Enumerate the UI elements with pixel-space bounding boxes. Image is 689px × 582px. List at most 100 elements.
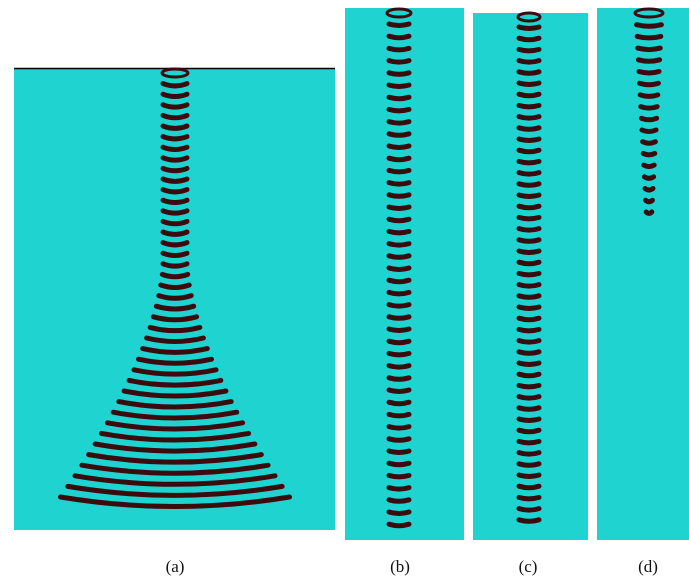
wave-band xyxy=(519,27,539,29)
wave-band xyxy=(389,73,409,75)
wave-band xyxy=(389,122,409,124)
panel-label: (d) xyxy=(638,557,658,576)
panel-label: (c) xyxy=(519,557,538,576)
wave-band xyxy=(519,161,539,163)
wave-band xyxy=(163,264,187,266)
wave-band xyxy=(389,439,409,441)
wave-band xyxy=(389,109,409,111)
wave-band xyxy=(519,408,539,410)
wave-band xyxy=(643,153,655,155)
wave-band xyxy=(519,83,539,85)
wave-band xyxy=(640,95,658,97)
wave-band xyxy=(389,524,409,526)
wave-band xyxy=(641,107,657,109)
wave-band xyxy=(162,274,187,276)
wave-band xyxy=(389,451,409,453)
wave-band xyxy=(519,296,539,298)
wave-band xyxy=(519,285,539,287)
wave-band xyxy=(638,60,659,62)
wave-band xyxy=(519,262,539,264)
wave-band xyxy=(519,195,539,197)
wave-band xyxy=(163,221,187,223)
wave-band xyxy=(519,206,539,208)
wave-band xyxy=(519,240,539,242)
wave-band xyxy=(519,217,539,219)
wave-band xyxy=(389,183,409,185)
wave-band xyxy=(163,179,187,181)
panel-d xyxy=(597,8,689,540)
wave-band xyxy=(519,453,539,455)
wave-band xyxy=(519,385,539,387)
wave-band xyxy=(389,36,409,38)
wave-band xyxy=(519,475,539,477)
wave-band xyxy=(389,24,409,26)
wave-band xyxy=(389,207,409,209)
wave-band xyxy=(389,475,409,477)
wave-band xyxy=(389,366,409,368)
wave-band xyxy=(389,256,409,257)
wave-band xyxy=(163,200,187,202)
wave-band xyxy=(643,142,656,144)
wave-band xyxy=(389,244,409,246)
wave-band xyxy=(163,232,187,234)
wave-band xyxy=(519,419,539,421)
wave-band xyxy=(639,72,659,74)
panel-label: (b) xyxy=(390,557,410,576)
wave-band xyxy=(389,268,409,270)
wave-band xyxy=(519,72,539,74)
wave-band xyxy=(519,150,539,152)
wave-band xyxy=(519,128,539,130)
wave-band xyxy=(389,353,409,355)
wave-band xyxy=(389,341,409,343)
wave-band xyxy=(389,500,409,502)
wave-band xyxy=(641,118,656,120)
wave-band xyxy=(519,229,539,231)
wave-band xyxy=(638,48,660,50)
wave-band xyxy=(519,38,539,40)
wave-band xyxy=(159,296,191,299)
wave-band xyxy=(519,363,539,365)
wave-band xyxy=(519,184,539,186)
wave-band xyxy=(389,378,409,380)
wave-band xyxy=(389,219,409,221)
wave-band xyxy=(389,158,409,160)
wave-band xyxy=(519,273,539,275)
wave-band xyxy=(389,97,409,99)
wave-band xyxy=(519,117,539,119)
wave-band xyxy=(163,94,187,96)
wave-band xyxy=(389,170,409,172)
wave-band xyxy=(389,512,409,514)
wave-band xyxy=(389,402,409,404)
wave-band xyxy=(646,200,653,202)
wave-band xyxy=(519,318,539,320)
wave-band xyxy=(163,243,187,245)
wave-band xyxy=(519,430,539,432)
wave-band xyxy=(519,307,539,309)
wave-band xyxy=(519,374,539,376)
wave-band xyxy=(646,212,652,214)
wave-band xyxy=(645,189,653,191)
wave-band xyxy=(389,427,409,429)
wave-band xyxy=(389,317,409,319)
wave-band xyxy=(519,329,539,331)
wave-band xyxy=(519,94,539,96)
wave-band xyxy=(163,168,187,170)
wave-band xyxy=(389,48,409,50)
wave-band xyxy=(519,173,539,175)
wave-band xyxy=(389,305,409,307)
wave-band xyxy=(519,352,539,354)
wave-band xyxy=(163,147,187,149)
wave-band xyxy=(519,509,539,511)
wave-band xyxy=(642,130,656,132)
wave-band xyxy=(161,285,189,287)
wave-band xyxy=(163,115,187,117)
wave-band xyxy=(519,61,539,63)
wave-band xyxy=(519,105,539,107)
wave-band xyxy=(389,390,409,392)
wave-band xyxy=(163,190,187,192)
wave-band xyxy=(163,126,187,128)
wave-band xyxy=(156,306,193,309)
wave-band xyxy=(389,146,409,148)
wave-band xyxy=(389,488,409,490)
wave-band xyxy=(163,211,187,213)
